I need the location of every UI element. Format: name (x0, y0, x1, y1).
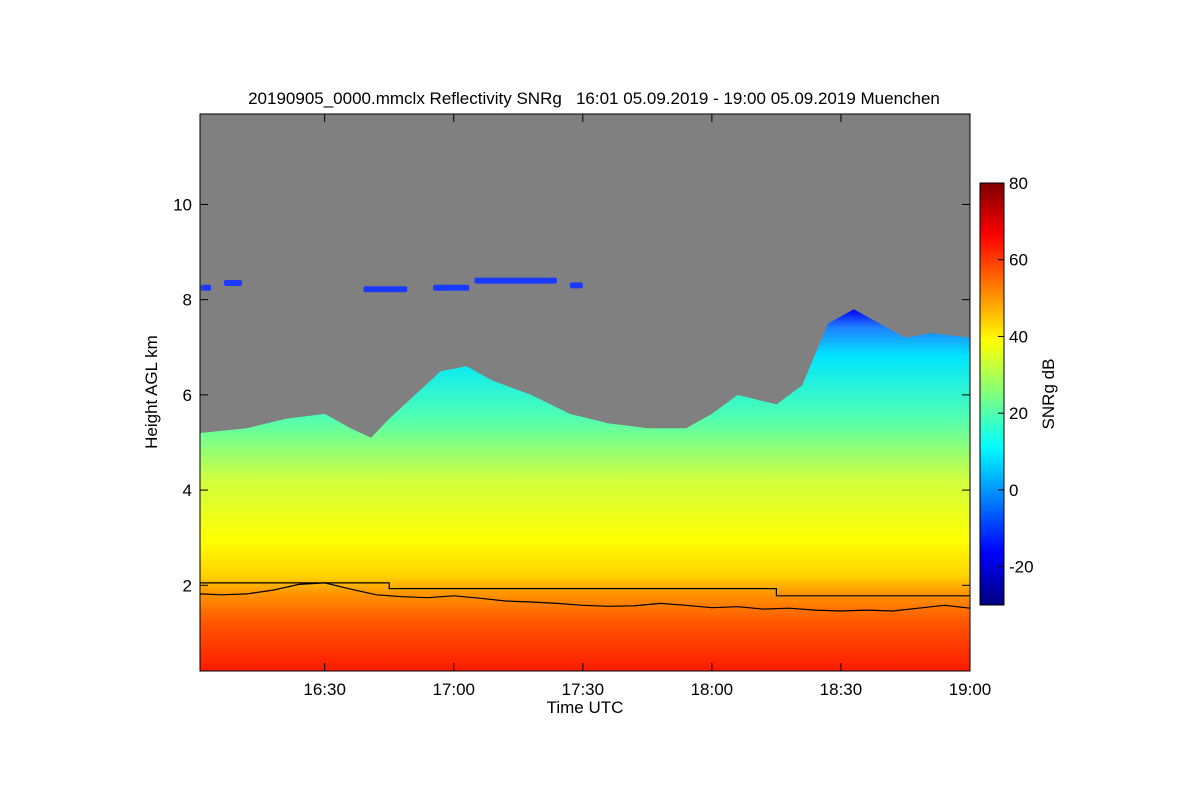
x-tick-label: 19:00 (949, 680, 992, 699)
upper-cloud-patches (200, 277, 583, 293)
cloud-field (200, 309, 970, 671)
upper-cloud-patch (474, 277, 557, 284)
upper-cloud-patch (569, 282, 583, 289)
colorbar-tick-label: 20 (1009, 404, 1028, 423)
upper-cloud-patch (200, 284, 212, 291)
colorbar-ticks: -20 0 20 40 60 80 (998, 174, 1034, 577)
y-tick-label: 4 (183, 481, 192, 500)
colorbar-rect (979, 182, 1005, 606)
upper-cloud-patch (363, 286, 408, 293)
colorbar-tick-label: 0 (1009, 481, 1018, 500)
layer-step-line (200, 582, 970, 597)
x-tick-label: 18:30 (820, 680, 863, 699)
upper-cloud-patch (433, 284, 470, 291)
colorbar: -20 0 20 40 60 80 SNRg dB (979, 174, 1058, 606)
plot-frame (199, 113, 971, 672)
upper-cloud-patch (224, 280, 243, 287)
colorbar-tick-label: 60 (1009, 251, 1028, 270)
chart-title: 20190905_0000.mmclx Reflectivity SNRg 16… (248, 89, 940, 108)
layer-height-line (200, 582, 970, 612)
y-axis: 2 4 6 8 10 (173, 195, 970, 595)
y-tick-label: 2 (183, 576, 192, 595)
colorbar-tick-label: 80 (1009, 174, 1028, 193)
x-axis-label: Time UTC (547, 698, 624, 717)
colorbar-tick-label: 40 (1009, 327, 1028, 346)
x-tick-label: 18:00 (691, 680, 734, 699)
cloud-region (200, 309, 970, 671)
y-tick-label: 10 (173, 195, 192, 214)
boundary-lines (200, 582, 970, 612)
x-axis: 16:30 17:00 17:30 18:00 18:30 19:00 (303, 114, 991, 699)
colorbar-label: SNRg dB (1039, 359, 1058, 430)
y-tick-label: 6 (183, 386, 192, 405)
y-axis-label: Height AGL km (142, 335, 161, 449)
colorbar-tick-label: -20 (1009, 558, 1034, 577)
x-tick-label: 17:30 (562, 680, 605, 699)
x-tick-label: 17:00 (432, 680, 475, 699)
y-tick-label: 8 (183, 291, 192, 310)
x-tick-label: 16:30 (303, 680, 346, 699)
plot-area (200, 114, 970, 671)
